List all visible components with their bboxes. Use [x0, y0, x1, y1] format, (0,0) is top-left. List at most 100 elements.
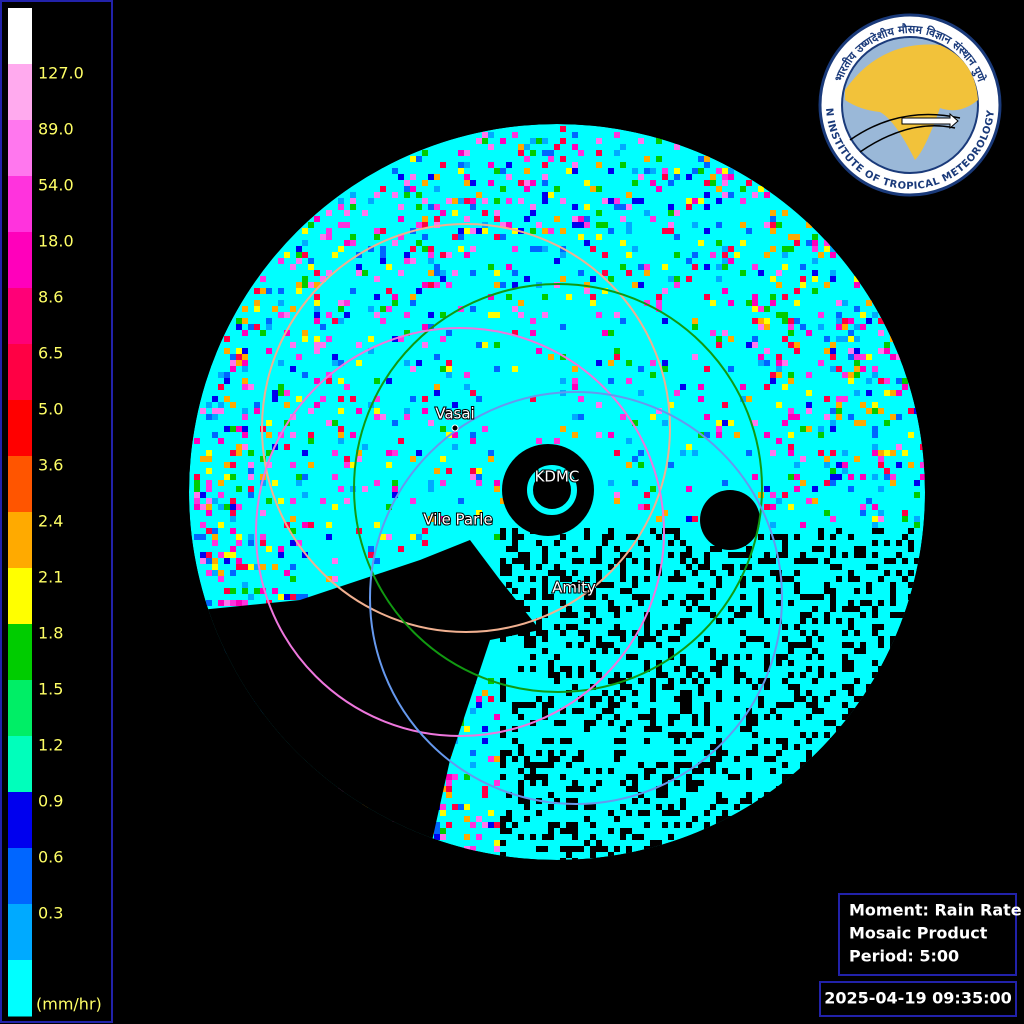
echo-cell — [614, 546, 620, 552]
echo-cell — [722, 174, 728, 180]
echo-cell — [800, 618, 806, 624]
echo-cell — [794, 720, 800, 726]
echo-ring — [527, 465, 577, 515]
echo-cell — [800, 522, 806, 528]
echo-cell — [842, 396, 848, 402]
echo-cell — [764, 678, 770, 684]
echo-cell — [524, 606, 530, 612]
echo-cell — [464, 228, 470, 234]
echo-cell — [650, 360, 656, 366]
echo-cell — [644, 594, 650, 600]
echo-cell — [350, 192, 356, 198]
echo-cell — [548, 570, 554, 576]
echo-cell — [824, 480, 830, 486]
echo-cell — [356, 270, 362, 276]
echo-cell — [710, 330, 716, 336]
echo-cell — [842, 684, 848, 690]
echo-cell — [224, 336, 230, 342]
echo-cell — [872, 450, 878, 456]
echo-cell — [788, 450, 794, 456]
echo-cell — [614, 612, 620, 618]
echo-cell — [722, 768, 728, 774]
echo-cell — [314, 216, 320, 222]
echo-cell — [782, 252, 788, 258]
echo-cell — [740, 606, 746, 612]
echo-cell — [842, 630, 848, 636]
echo-cell — [236, 486, 242, 492]
echo-cell — [854, 360, 860, 366]
echo-cell — [776, 588, 782, 594]
echo-cell — [644, 300, 650, 306]
echo-cell — [812, 288, 818, 294]
echo-cell — [230, 366, 236, 372]
echo-cell — [692, 714, 698, 720]
echo-cell — [440, 828, 446, 834]
echo-cell — [722, 750, 728, 756]
echo-cell — [530, 834, 536, 840]
echo-cell — [680, 600, 686, 606]
echo-cell — [854, 588, 860, 594]
echo-cell — [572, 708, 578, 714]
echo-cell — [776, 222, 782, 228]
echo-cell — [626, 222, 632, 228]
echo-cell — [740, 240, 746, 246]
echo-cell — [668, 210, 674, 216]
echo-cell — [800, 282, 806, 288]
echo-cell — [338, 396, 344, 402]
echo-cell — [560, 426, 566, 432]
echo-cell — [242, 306, 248, 312]
echo-cell — [578, 234, 584, 240]
echo-cell — [674, 636, 680, 642]
echo-cell — [686, 708, 692, 714]
echo-cell — [320, 342, 326, 348]
echo-cell — [806, 666, 812, 672]
echo-cell — [416, 204, 422, 210]
echo-cell — [710, 654, 716, 660]
echo-cell — [428, 420, 434, 426]
echo-cell — [842, 714, 848, 720]
echo-cell — [572, 414, 578, 420]
echo-cell — [866, 300, 872, 306]
echo-cell — [800, 594, 806, 600]
echo-cell — [650, 726, 656, 732]
echo-cell — [854, 552, 860, 558]
echo-cell — [266, 324, 272, 330]
echo-cell — [632, 534, 638, 540]
echo-cell — [710, 252, 716, 258]
echo-cell — [584, 576, 590, 582]
echo-cell — [626, 438, 632, 444]
echo-cell — [224, 396, 230, 402]
echo-cell — [542, 780, 548, 786]
legend-label: 1.5 — [38, 680, 63, 699]
echo-cell — [254, 564, 260, 570]
echo-cell — [290, 366, 296, 372]
echo-cell — [788, 378, 794, 384]
echo-cell — [446, 786, 452, 792]
echo-cell — [656, 300, 662, 306]
echo-cell — [836, 408, 842, 414]
echo-cell — [572, 780, 578, 786]
echo-cell — [710, 666, 716, 672]
echo-cell — [830, 516, 836, 522]
echo-cell — [752, 732, 758, 738]
echo-cell — [662, 786, 668, 792]
echo-cell — [590, 606, 596, 612]
echo-cell — [704, 162, 710, 168]
echo-cell — [674, 732, 680, 738]
echo-cell — [620, 738, 626, 744]
echo-cell — [716, 576, 722, 582]
echo-cell — [350, 462, 356, 468]
echo-cell — [632, 246, 638, 252]
echo-cell — [764, 504, 770, 510]
echo-cell — [704, 180, 710, 186]
echo-cell — [608, 630, 614, 636]
echo-cell — [848, 474, 854, 480]
echo-cell — [812, 708, 818, 714]
echo-cell — [734, 774, 740, 780]
echo-cell — [500, 756, 506, 762]
echo-cell — [752, 636, 758, 642]
echo-cell — [500, 828, 506, 834]
echo-cell — [350, 198, 356, 204]
echo-cell — [542, 558, 548, 564]
echo-cell — [842, 654, 848, 660]
